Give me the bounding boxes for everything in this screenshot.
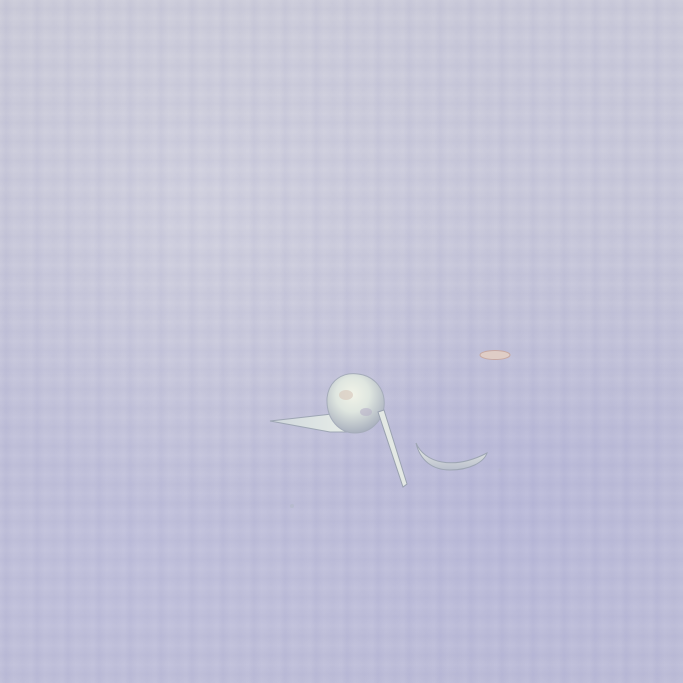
thin-stalk-shape xyxy=(377,409,408,488)
head-shadow-spot xyxy=(360,408,372,416)
rounded-head-shape xyxy=(326,373,385,434)
curved-crescent-shape xyxy=(415,442,488,471)
small-ellipse-mark xyxy=(479,350,511,360)
speck xyxy=(498,468,502,472)
speck xyxy=(290,504,294,508)
head-highlight xyxy=(339,390,353,400)
